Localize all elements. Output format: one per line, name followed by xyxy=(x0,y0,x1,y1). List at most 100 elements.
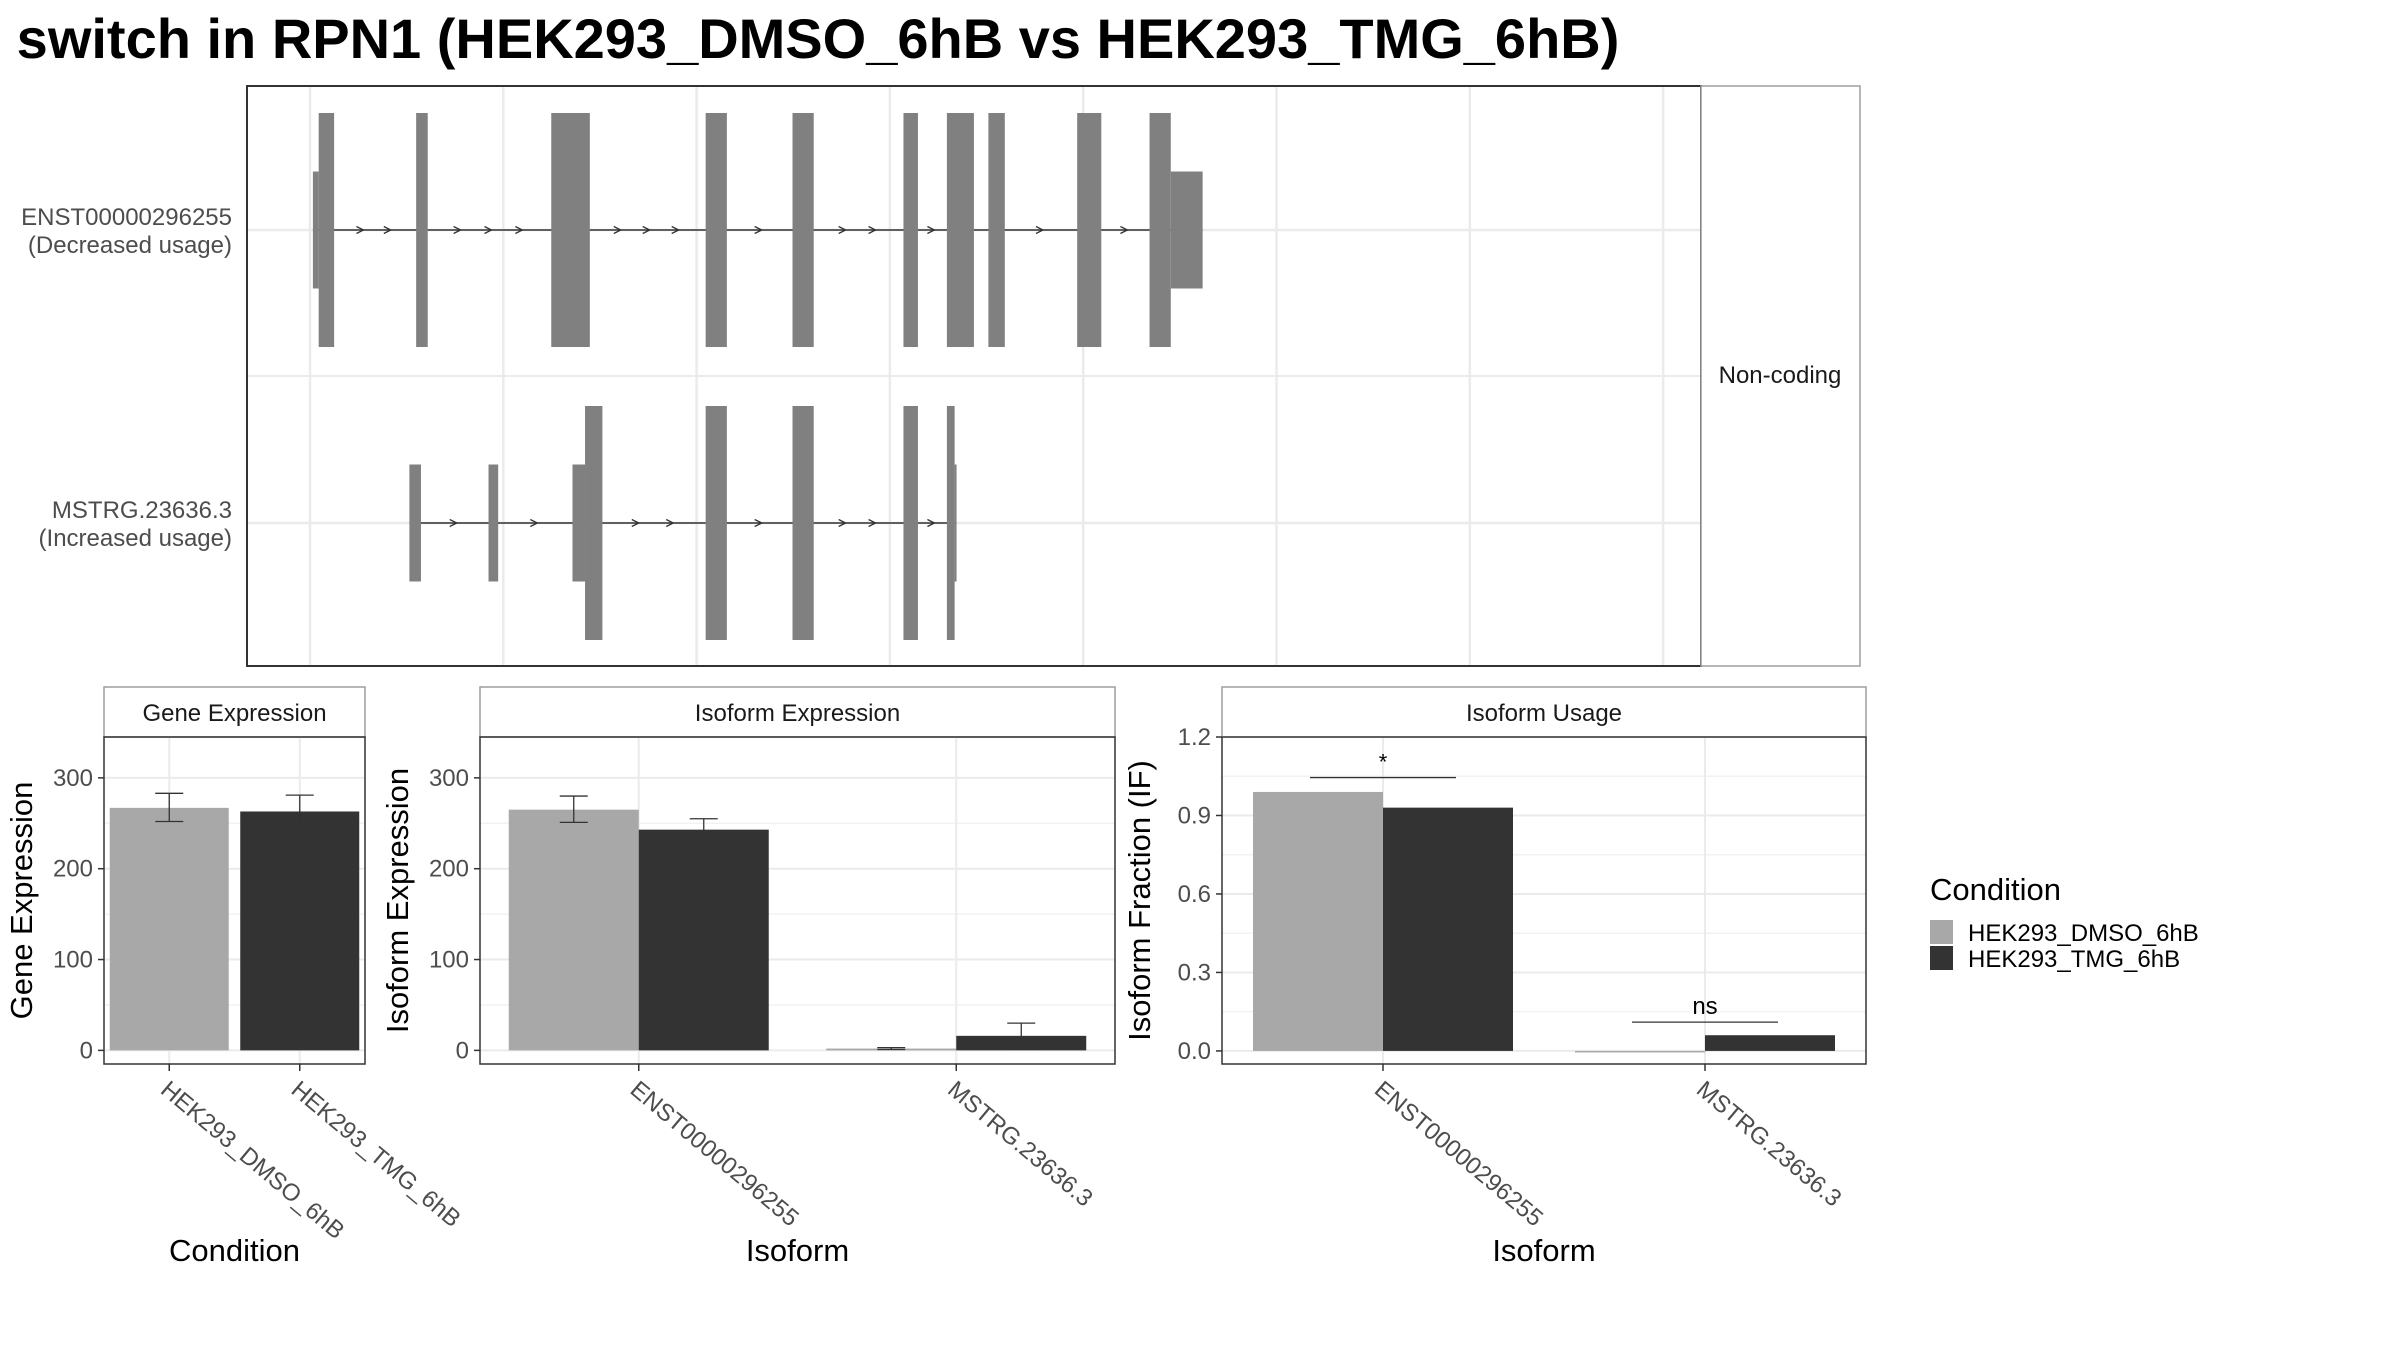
isoform-label-2: MSTRG.23636.3 (Increased usage) xyxy=(39,497,232,552)
y-tick-label: 0 xyxy=(80,1037,93,1064)
intron-arrow xyxy=(453,225,463,235)
y-axis-title: Isoform Expression xyxy=(380,768,415,1033)
intron-arrow xyxy=(484,225,493,235)
y-tick-label: 1.2 xyxy=(1178,724,1211,751)
intron-arrow xyxy=(665,518,675,528)
intron-arrow xyxy=(868,518,878,528)
legend-swatch-dmso xyxy=(1930,920,1953,944)
structure-marks xyxy=(312,113,1203,640)
exon-coding xyxy=(1077,113,1102,347)
strip-label: Isoform Expression xyxy=(695,700,900,727)
exon-utr xyxy=(312,171,319,289)
exon-utr xyxy=(954,464,957,582)
exon-coding xyxy=(1149,113,1171,347)
isoform-track-1 xyxy=(312,113,1203,347)
legend-label-tmg: HEK293_TMG_6hB xyxy=(1968,946,2180,973)
exon-coding xyxy=(318,113,335,347)
bar xyxy=(508,809,639,1051)
gene-structure-panel: Non-coding ENST00000296255 (Decreased us… xyxy=(21,85,1861,667)
exon-coding xyxy=(946,406,955,640)
exon-coding xyxy=(705,406,727,640)
intron-arrow xyxy=(754,225,764,235)
intron-arrow xyxy=(927,225,936,235)
bar xyxy=(1575,1050,1705,1053)
y-tick-label: 0.0 xyxy=(1178,1038,1211,1065)
y-tick-label: 100 xyxy=(429,947,469,974)
intron-arrow xyxy=(754,518,764,528)
strip-label: Gene Expression xyxy=(142,700,326,727)
exon-coding xyxy=(946,113,974,347)
bar xyxy=(1383,807,1513,1051)
bar-panel-isoform-usage: Isoform Usage 0.0 0.3 0.6 0.9 1.2 * ns ENST00000… xyxy=(1122,686,1867,1268)
panel-border xyxy=(1221,736,1867,1065)
intron-arrow xyxy=(613,225,623,235)
bar xyxy=(1253,791,1383,1051)
bar xyxy=(109,807,229,1051)
isoform-label-1-id: ENST00000296255 xyxy=(21,204,232,231)
intron-arrow xyxy=(927,518,936,528)
intron-arrow xyxy=(838,225,848,235)
y-axis-title: Gene Expression xyxy=(4,782,39,1020)
bar xyxy=(240,811,360,1051)
y-tick-label: 300 xyxy=(429,765,469,792)
strip-label: Isoform Usage xyxy=(1466,700,1622,727)
significance-label: ns xyxy=(1692,993,1717,1020)
y-tick-label: 0 xyxy=(456,1037,469,1064)
isoform-label-1: ENST00000296255 (Decreased usage) xyxy=(21,204,232,259)
x-tick-label: MSTRG.23636.3 xyxy=(942,1076,1097,1212)
y-tick-label: 100 xyxy=(53,947,93,974)
intron-arrow xyxy=(1120,225,1129,235)
intron-arrow xyxy=(868,225,878,235)
legend-swatch-tmg xyxy=(1930,946,1953,970)
intron-arrow xyxy=(383,225,393,235)
exon-utr xyxy=(409,464,421,582)
isoform-label-2-usage: (Increased usage) xyxy=(39,525,232,552)
legend-label-dmso: HEK293_DMSO_6hB xyxy=(1968,920,2199,947)
exon-coding xyxy=(416,113,428,347)
exon-coding xyxy=(705,113,727,347)
x-axis-title: Condition xyxy=(169,1233,300,1268)
strip-box xyxy=(103,686,366,738)
bar-panel-isoform-expression: Isoform Expression 0 100 200 300 ENST00000296… xyxy=(380,686,1116,1268)
y-tick-label: 200 xyxy=(53,856,93,883)
x-tick-label: MSTRG.23636.3 xyxy=(1691,1076,1846,1212)
strip-box xyxy=(1221,686,1867,738)
x-axis-title: Isoform xyxy=(1492,1233,1595,1268)
intron-arrow xyxy=(515,225,524,235)
significance-label: * xyxy=(1379,750,1388,775)
exon-coding xyxy=(551,113,590,347)
x-axis-title: Isoform xyxy=(746,1233,849,1268)
intron-arrow xyxy=(838,518,848,528)
intron-arrow xyxy=(1035,225,1045,235)
exon-coding xyxy=(903,113,918,347)
intron-arrow xyxy=(530,518,539,528)
exon-coding xyxy=(792,406,814,640)
exon-coding xyxy=(903,406,918,640)
x-tick-label: ENST00000296255 xyxy=(1369,1076,1548,1232)
exon-coding xyxy=(988,113,1005,347)
chart-title: The isoform switch in RPN1 (HEK293_DMSO_… xyxy=(0,7,1619,70)
exon-coding xyxy=(585,406,603,640)
bar xyxy=(638,829,769,1051)
facet-strip xyxy=(1700,85,1861,667)
legend-title: Condition xyxy=(1930,872,2061,907)
legend: Condition HEK293_DMSO_6hB HEK293_TMG_6hB xyxy=(1930,872,2199,973)
exon-utr xyxy=(1170,171,1203,289)
isoform-label-1-usage: (Decreased usage) xyxy=(28,232,232,259)
exon-utr xyxy=(488,464,499,582)
exon-coding xyxy=(792,113,814,347)
y-tick-label: 0.9 xyxy=(1178,802,1211,829)
y-tick-label: 300 xyxy=(53,765,93,792)
bar xyxy=(1705,1035,1835,1051)
intron-arrow xyxy=(671,225,681,235)
exon-utr xyxy=(572,464,586,582)
y-tick-label: 200 xyxy=(429,856,469,883)
isoform-label-2-id: MSTRG.23636.3 xyxy=(52,497,232,524)
y-axis-title: Isoform Fraction (IF) xyxy=(1122,760,1157,1041)
y-tick-label: 0.6 xyxy=(1178,881,1211,908)
intron-arrow xyxy=(356,225,365,235)
y-tick-label: 0.3 xyxy=(1178,959,1211,986)
isoform-track-2 xyxy=(409,406,957,640)
intron-arrow xyxy=(631,518,641,528)
